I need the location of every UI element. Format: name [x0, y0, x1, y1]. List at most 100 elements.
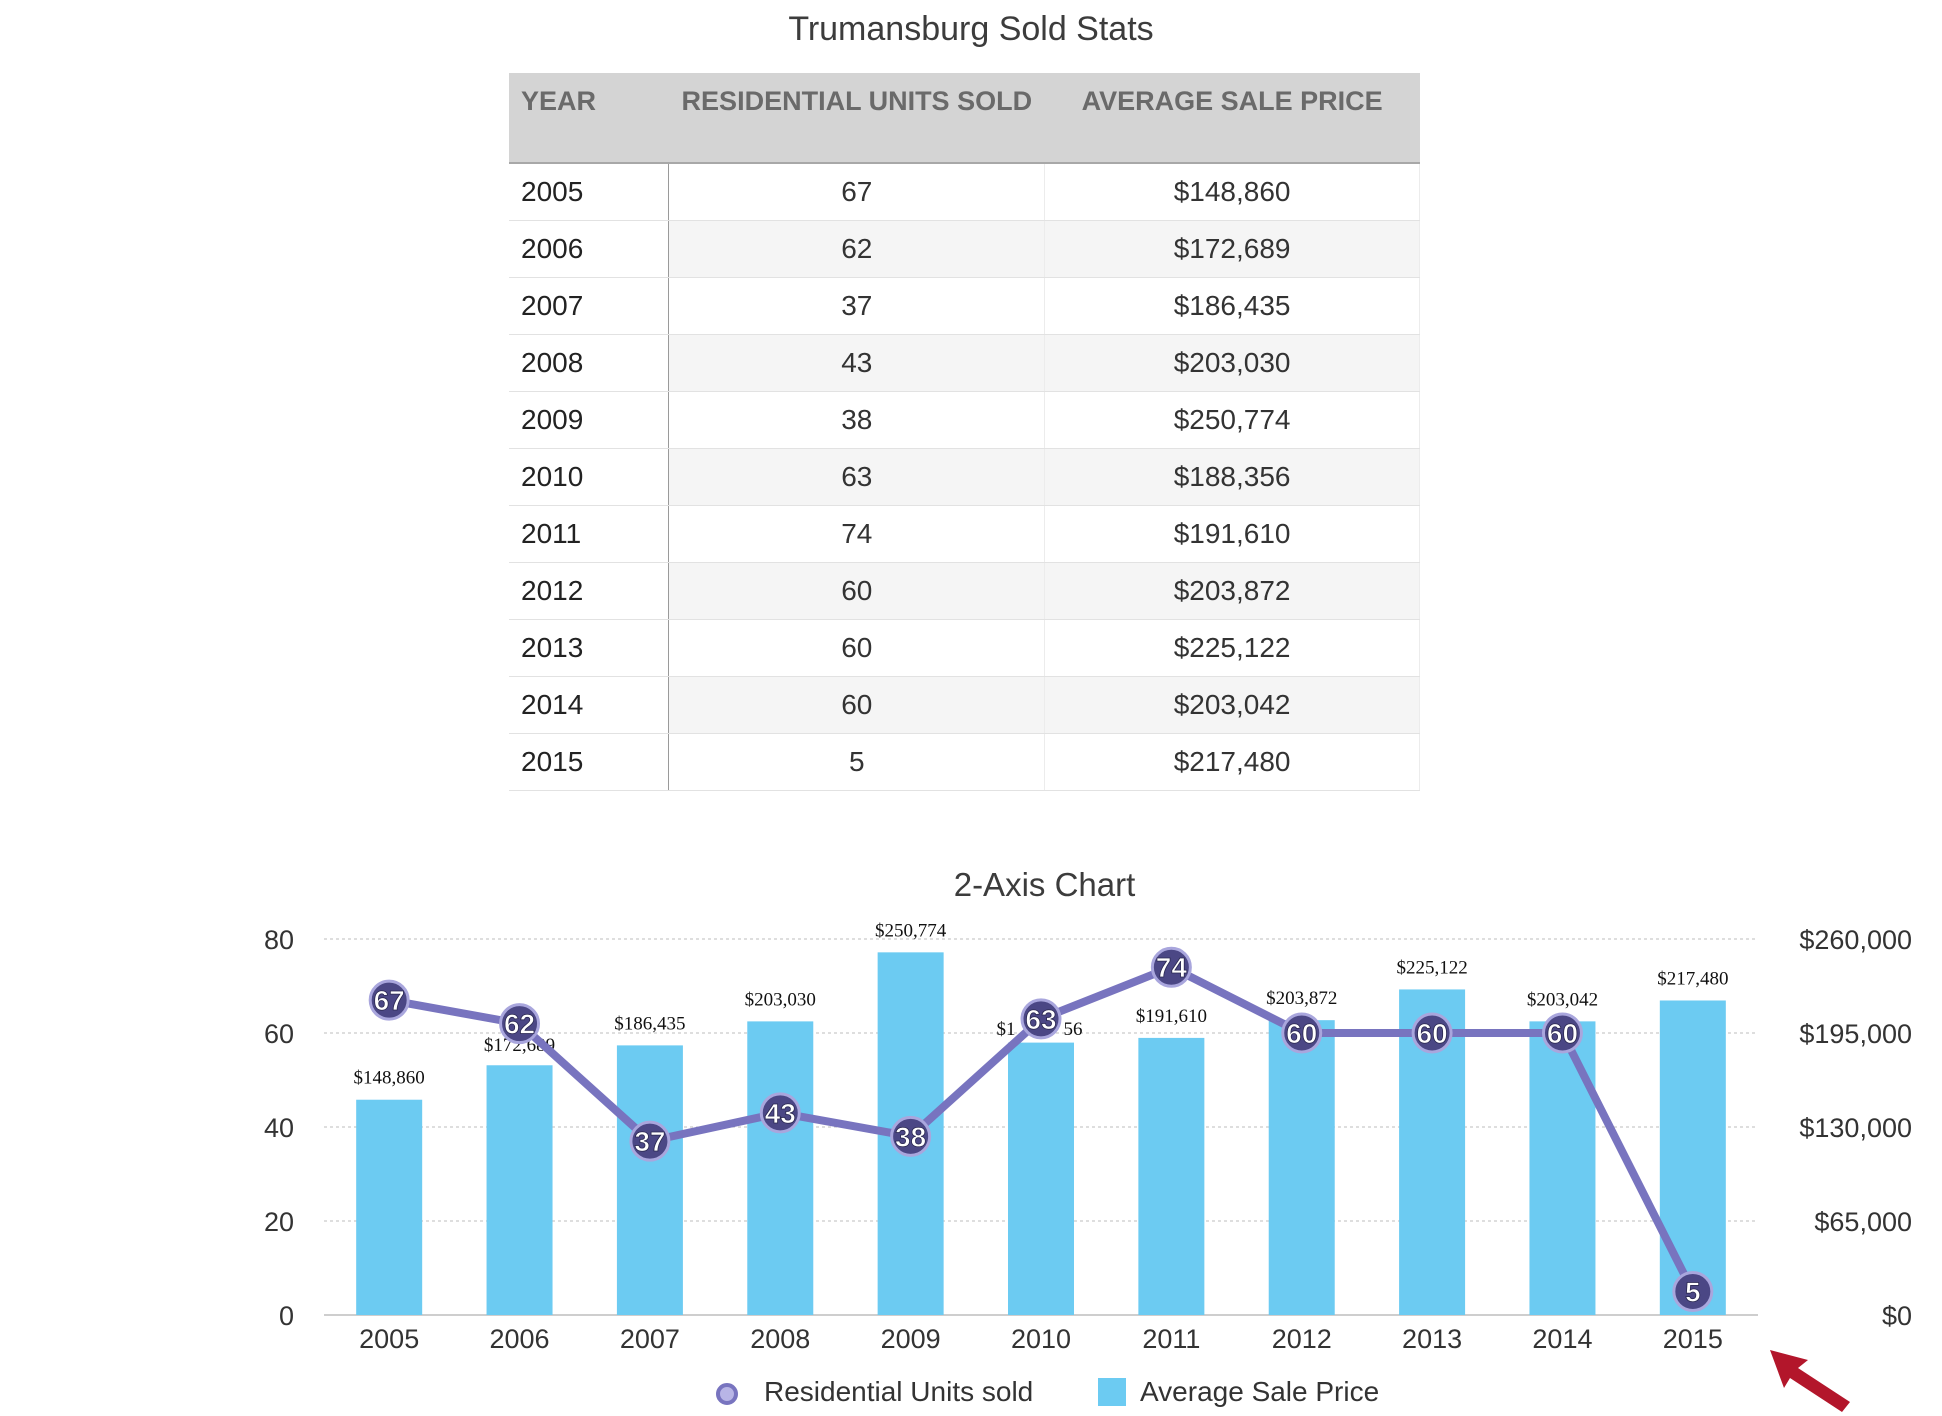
cell-year: 2010 — [509, 448, 670, 506]
table-row: 2012 60 $203,872 — [509, 562, 1420, 620]
y-left-tick-label: 20 — [264, 1207, 294, 1237]
line-value-label: 60 — [1417, 1018, 1448, 1049]
y-right-tick-label: $260,000 — [1799, 925, 1912, 955]
bar-value-label: $203,872 — [1266, 988, 1337, 1009]
table-title: Trumansburg Sold Stats — [788, 10, 1154, 48]
bar — [1268, 1020, 1335, 1315]
bar-value-label: $1 — [997, 1019, 1016, 1040]
chart-legend: Residential Units sold Average Sale Pric… — [0, 1376, 1942, 1416]
y-right-tick-label: $0 — [1882, 1301, 1912, 1331]
line-value-label: 38 — [895, 1121, 926, 1152]
line-value-label: 67 — [374, 985, 405, 1016]
cell-units: 60 — [668, 562, 1046, 620]
legend-item-price: Average Sale Price — [1098, 1376, 1379, 1408]
bar-value-label: $203,042 — [1527, 989, 1598, 1010]
line-value-label: 62 — [504, 1009, 535, 1040]
x-tick-label: 2006 — [490, 1324, 550, 1354]
cell-year: 2009 — [509, 391, 670, 449]
line-marker-icon — [712, 1382, 744, 1405]
bar-value-label: $217,480 — [1657, 968, 1728, 989]
line-value-label: 63 — [1025, 1004, 1056, 1035]
y-left-tick-label: 0 — [279, 1301, 294, 1331]
line-point — [499, 1003, 541, 1045]
cell-units: 43 — [668, 334, 1046, 392]
bar-value-label: $191,610 — [1136, 1006, 1207, 1027]
line-value-label: 37 — [634, 1126, 665, 1157]
bar-value-label: $225,122 — [1396, 957, 1467, 978]
x-tick-label: 2015 — [1663, 1324, 1723, 1354]
cell-year: 2008 — [509, 334, 670, 392]
table-row: 2013 60 $225,122 — [509, 619, 1420, 677]
cell-price: $148,860 — [1044, 163, 1420, 221]
bar — [486, 1065, 553, 1315]
line-point — [1150, 946, 1192, 988]
cell-year: 2005 — [509, 163, 670, 221]
y-left-tick-label: 60 — [264, 1019, 294, 1049]
bar-swatch-icon — [1098, 1378, 1126, 1406]
legend-label-units: Residential Units sold — [764, 1376, 1034, 1407]
line-point — [1672, 1271, 1714, 1312]
line-point — [890, 1115, 932, 1157]
table-header-row: YEAR RESIDENTIAL UNITS SOLD AVERAGE SALE… — [509, 73, 1420, 164]
line-point — [1541, 1012, 1583, 1054]
cell-year: 2006 — [509, 220, 670, 278]
table-row: 2010 63 $188,356 — [509, 448, 1420, 506]
sold-stats-table: YEAR RESIDENTIAL UNITS SOLD AVERAGE SALE… — [509, 73, 1420, 791]
bar — [356, 1099, 423, 1315]
x-tick-label: 2010 — [1011, 1324, 1071, 1354]
legend-item-units: Residential Units sold — [712, 1376, 1033, 1408]
cell-year: 2012 — [509, 562, 670, 620]
cell-units: 67 — [668, 163, 1046, 221]
cell-price: $188,356 — [1044, 448, 1420, 506]
red-arrow-icon — [1770, 1350, 1850, 1412]
bar — [747, 1021, 814, 1315]
cell-year: 2007 — [509, 277, 670, 335]
cell-year: 2011 — [509, 505, 670, 563]
y-right-tick-label: $130,000 — [1799, 1113, 1912, 1143]
line-point — [368, 979, 410, 1021]
cell-year: 2013 — [509, 619, 670, 677]
line-value-label: 5 — [1685, 1277, 1701, 1308]
cell-price: $203,042 — [1044, 676, 1420, 734]
header-price: AVERAGE SALE PRICE — [1044, 73, 1420, 164]
table-row: 2015 5 $217,480 — [509, 733, 1420, 791]
bar-value-label: $250,774 — [875, 920, 947, 941]
line-point — [1281, 1012, 1323, 1054]
table-row: 2005 67 $148,860 — [509, 163, 1420, 221]
table-row: 2014 60 $203,042 — [509, 676, 1420, 734]
line-point — [629, 1120, 671, 1162]
table-row: 2009 38 $250,774 — [509, 391, 1420, 449]
cell-price: $191,610 — [1044, 505, 1420, 563]
cell-units: 5 — [668, 733, 1046, 791]
x-tick-label: 2011 — [1142, 1324, 1200, 1354]
cell-price: $203,030 — [1044, 334, 1420, 392]
cell-price: $172,689 — [1044, 220, 1420, 278]
legend-label-price: Average Sale Price — [1140, 1376, 1380, 1407]
y-right-tick-label: $195,000 — [1799, 1019, 1912, 1049]
cell-units: 37 — [668, 277, 1046, 335]
cell-price: $203,872 — [1044, 562, 1420, 620]
x-tick-label: 2009 — [881, 1324, 941, 1354]
y-left-tick-label: 40 — [264, 1113, 294, 1143]
bar-value-label-tail: 56 — [1064, 1019, 1083, 1040]
bar-value-label: $148,860 — [354, 1068, 425, 1089]
line-point — [759, 1092, 801, 1134]
bar — [616, 1045, 683, 1315]
x-tick-label: 2012 — [1272, 1324, 1332, 1354]
line-value-label: 74 — [1156, 952, 1188, 983]
x-tick-label: 2005 — [359, 1324, 419, 1354]
x-tick-label: 2007 — [620, 1324, 680, 1354]
line-value-label: 43 — [765, 1098, 796, 1129]
table-row: 2008 43 $203,030 — [509, 334, 1420, 392]
bar-value-label: $186,435 — [614, 1013, 685, 1034]
cell-units: 60 — [668, 619, 1046, 677]
x-tick-label: 2014 — [1532, 1324, 1592, 1354]
cell-units: 63 — [668, 448, 1046, 506]
cell-price: $225,122 — [1044, 619, 1420, 677]
bar — [1138, 1037, 1205, 1315]
line-point — [1411, 1012, 1453, 1054]
table-row: 2007 37 $186,435 — [509, 277, 1420, 335]
header-units: RESIDENTIAL UNITS SOLD — [668, 73, 1045, 164]
line-value-label: 60 — [1547, 1018, 1578, 1049]
bar-value-label: $203,030 — [745, 989, 816, 1010]
